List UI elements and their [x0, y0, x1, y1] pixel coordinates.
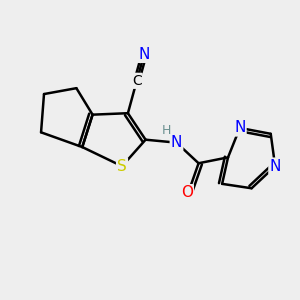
Text: N: N [234, 120, 245, 135]
Text: S: S [117, 159, 127, 174]
Text: N: N [269, 159, 281, 174]
Text: N: N [171, 135, 182, 150]
Text: O: O [181, 185, 193, 200]
Text: H: H [161, 124, 171, 137]
Text: C: C [132, 74, 142, 88]
Text: N: N [138, 47, 150, 62]
